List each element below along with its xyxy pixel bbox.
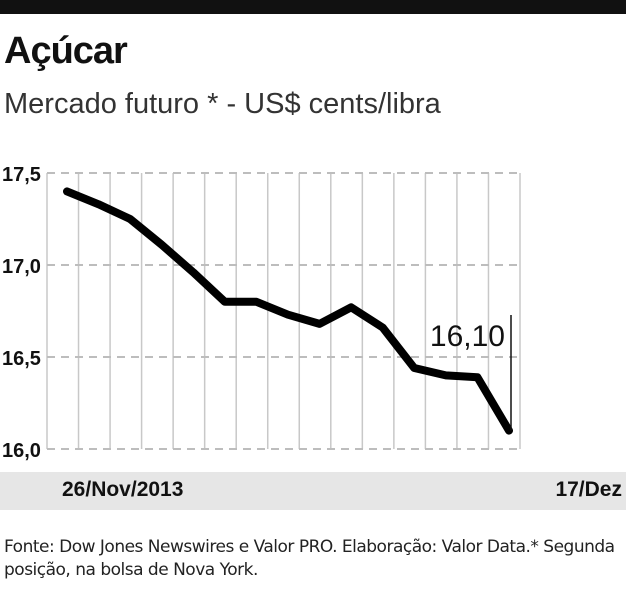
y-tick-label: 17,0	[2, 256, 41, 278]
series-line	[63, 187, 513, 435]
x-start-label: 26/Nov/2013	[62, 478, 184, 501]
data-point	[66, 190, 68, 192]
chart-title: Açúcar	[4, 30, 128, 72]
data-point	[129, 218, 131, 220]
data-point	[350, 306, 352, 308]
data-point	[445, 374, 447, 376]
chart-subtitle: Mercado futuro * - US$ cents/libra	[4, 88, 441, 120]
data-point	[287, 314, 289, 316]
line-chart: 17,5 17,0 16,5 16,0 16,10	[2, 164, 521, 462]
annotation-label: 16,10	[430, 320, 505, 353]
data-point	[255, 301, 257, 303]
data-point	[413, 367, 415, 369]
data-point	[161, 244, 163, 246]
y-tick-label: 16,5	[2, 348, 41, 370]
data-point	[508, 430, 510, 432]
source-note: Fonte: Dow Jones Newswires e Valor PRO. …	[4, 537, 615, 580]
data-point	[98, 203, 100, 205]
data-point	[224, 301, 226, 303]
data-point	[382, 327, 384, 329]
x-end-label: 17/Dez	[555, 478, 622, 501]
top-bar	[0, 0, 626, 14]
y-tick-label: 16,0	[2, 440, 41, 462]
data-point	[192, 271, 194, 273]
data-point	[476, 376, 478, 378]
x-axis-band	[0, 472, 626, 510]
y-tick-label: 17,5	[2, 164, 41, 186]
data-point	[319, 323, 321, 325]
